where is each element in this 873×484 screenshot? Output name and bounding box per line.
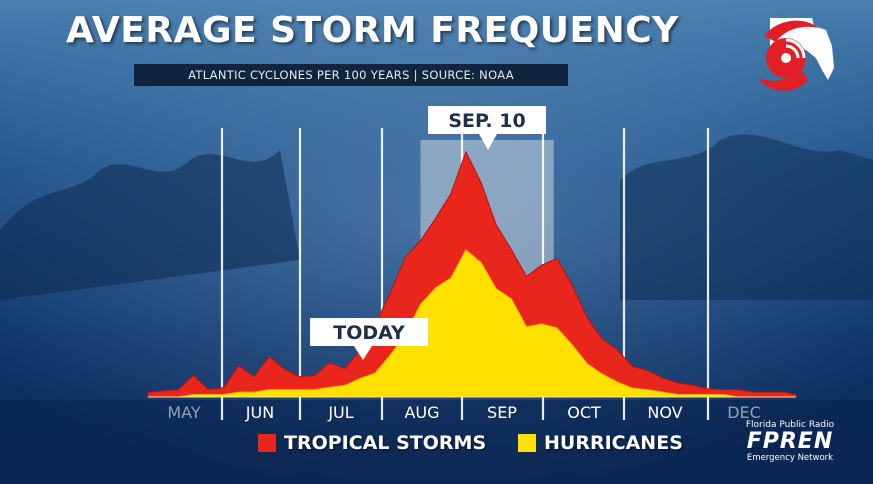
peak-date-callout-pointer — [479, 134, 497, 150]
peak-date-callout-box — [428, 106, 546, 134]
peak-date-callout: SEP. 10 — [428, 106, 546, 150]
today-callout-label: TODAY — [333, 322, 405, 344]
peak-date-callout-label: SEP. 10 — [448, 110, 525, 132]
x-tick-label: SEP — [487, 403, 517, 422]
tropical-storms-swatch — [258, 434, 276, 452]
x-tick-label: OCT — [567, 403, 601, 422]
page-title: AVERAGE STORM FREQUENCY — [66, 10, 679, 51]
x-tick-label: JUN — [245, 403, 274, 422]
x-tick-label: MAY — [167, 403, 201, 422]
hurricanes-swatch — [518, 434, 536, 452]
legend-hurricanes: HURRICANES — [518, 431, 683, 455]
x-tick-label: DEC — [727, 403, 761, 422]
x-tick-label: NOV — [647, 403, 682, 422]
hurricanes-area — [147, 249, 797, 398]
today-callout-box — [310, 318, 428, 346]
today-callout-pointer — [354, 346, 372, 360]
fpren-org-bottom: Emergency Network — [746, 453, 834, 463]
subtitle: ATLANTIC CYCLONES PER 100 YEARS | SOURCE… — [134, 64, 568, 86]
today-callout: TODAY — [310, 318, 428, 360]
fpren-logo: Florida Public Radio FPREN Emergency Net… — [738, 420, 842, 468]
legend-tropical-storms: TROPICAL STORMS — [258, 431, 486, 455]
fpren-org-name: FPREN — [746, 429, 834, 454]
legend-label-hurricanes: HURRICANES — [544, 432, 683, 454]
legend-label-tropical-storms: TROPICAL STORMS — [284, 432, 487, 454]
fpren-org-top: Florida Public Radio — [745, 420, 835, 430]
x-tick-label: JUL — [327, 403, 353, 422]
hurricane-florida-logo-icon — [758, 18, 834, 91]
x-tick-label: AUG — [404, 403, 439, 422]
